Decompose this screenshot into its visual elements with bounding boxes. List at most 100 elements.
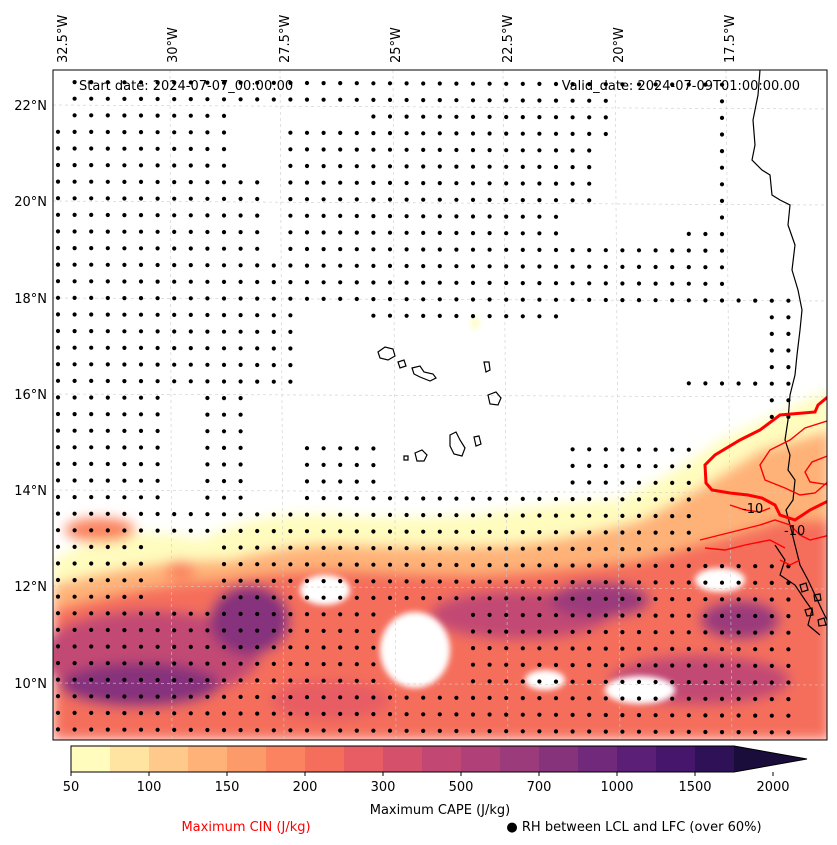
rh-dot	[587, 82, 592, 87]
rh-dot	[603, 580, 608, 585]
rh-dot	[553, 181, 559, 186]
rh-dot	[470, 81, 476, 86]
rh-dot	[155, 644, 160, 649]
rh-dot	[587, 530, 592, 535]
rh-dot	[487, 596, 492, 601]
rh-dot	[72, 295, 77, 300]
rh-dot	[537, 247, 542, 252]
rh-dot	[205, 80, 210, 85]
rh-dot	[105, 196, 110, 201]
rh-dot	[620, 696, 625, 701]
rh-dot	[155, 113, 160, 118]
rh-dot	[636, 663, 642, 668]
rh-dot	[304, 678, 310, 683]
rh-dot	[404, 164, 409, 169]
rh-dot	[89, 196, 94, 201]
rh-dot	[288, 728, 293, 733]
rh-dot	[238, 230, 243, 235]
rh-dot	[670, 298, 675, 303]
rh-dot	[338, 296, 343, 301]
rh-dot	[188, 346, 193, 351]
rh-dot	[55, 395, 61, 400]
lon-label: 30°W	[166, 27, 181, 63]
rh-dot	[188, 97, 193, 102]
rh-dot	[437, 197, 442, 202]
rh-dot	[636, 696, 642, 701]
rh-dot	[537, 696, 542, 701]
rh-dot	[288, 529, 293, 534]
rh-dot	[89, 229, 94, 234]
rh-dot	[387, 496, 393, 501]
rh-dot	[338, 645, 343, 650]
rh-dot	[255, 97, 260, 102]
rh-dot	[155, 96, 160, 102]
rh-dot	[288, 363, 293, 368]
rh-dot	[769, 564, 774, 569]
rh-dot	[354, 164, 359, 169]
rh-dot	[404, 695, 409, 700]
rh-dot	[89, 362, 94, 367]
rh-dot	[686, 680, 691, 685]
rh-dot	[387, 197, 393, 202]
rh-dot	[221, 562, 227, 567]
rh-dot	[620, 298, 625, 303]
rh-dot	[520, 231, 525, 236]
rh-dot	[653, 563, 658, 568]
rh-dot	[105, 578, 110, 583]
colorbar-segment	[188, 746, 228, 772]
lon-label: 32.5°W	[56, 15, 71, 63]
rh-dot	[470, 214, 476, 219]
rh-dot	[188, 379, 193, 384]
rh-dot	[172, 694, 177, 699]
rh-dot	[620, 596, 625, 602]
rh-dot	[205, 379, 210, 384]
rh-dot	[122, 711, 127, 716]
rh-dot	[437, 264, 442, 269]
rh-dot	[470, 297, 476, 302]
rh-dot	[105, 661, 110, 666]
rh-dot	[454, 313, 459, 319]
lat-label: 12°N	[14, 580, 47, 595]
rh-dot	[321, 662, 326, 667]
rh-dot	[105, 544, 110, 550]
rh-dot	[105, 279, 110, 284]
rh-dot	[437, 147, 442, 152]
rh-dot	[719, 149, 725, 154]
rh-dot	[421, 114, 426, 119]
rh-dot	[653, 547, 658, 552]
rh-dot	[636, 497, 642, 502]
rh-dot	[387, 297, 393, 302]
rh-dot	[520, 679, 525, 684]
rh-dot	[238, 180, 243, 185]
rh-dot	[271, 313, 276, 318]
rh-dot	[138, 428, 144, 433]
rh-dot	[437, 579, 442, 584]
rh-dot	[786, 697, 791, 702]
rh-dot	[255, 611, 260, 617]
rh-dot	[470, 629, 476, 634]
rh-dot	[55, 229, 61, 234]
rh-dot	[487, 148, 492, 153]
rh-dot	[504, 662, 509, 667]
rh-dot	[55, 428, 61, 433]
rh-dot	[221, 545, 227, 550]
rh-dot	[786, 348, 791, 353]
rh-dot	[221, 196, 227, 201]
rh-dot	[321, 97, 326, 102]
rh-dot	[719, 381, 725, 386]
rh-dot	[670, 630, 675, 635]
rh-dot	[636, 298, 642, 303]
rh-dot	[55, 511, 61, 516]
rh-dot	[338, 595, 343, 600]
rh-dot	[570, 463, 575, 468]
rh-dot	[155, 412, 160, 417]
rh-dot	[138, 113, 144, 118]
rh-dot	[387, 147, 393, 152]
rh-dot	[122, 727, 127, 732]
rh-dot	[238, 678, 243, 683]
colorbar-segment	[656, 746, 696, 772]
rh-dot	[653, 264, 658, 270]
rh-dot	[570, 148, 575, 153]
rh-dot	[89, 146, 94, 151]
rh-dot	[172, 644, 177, 650]
